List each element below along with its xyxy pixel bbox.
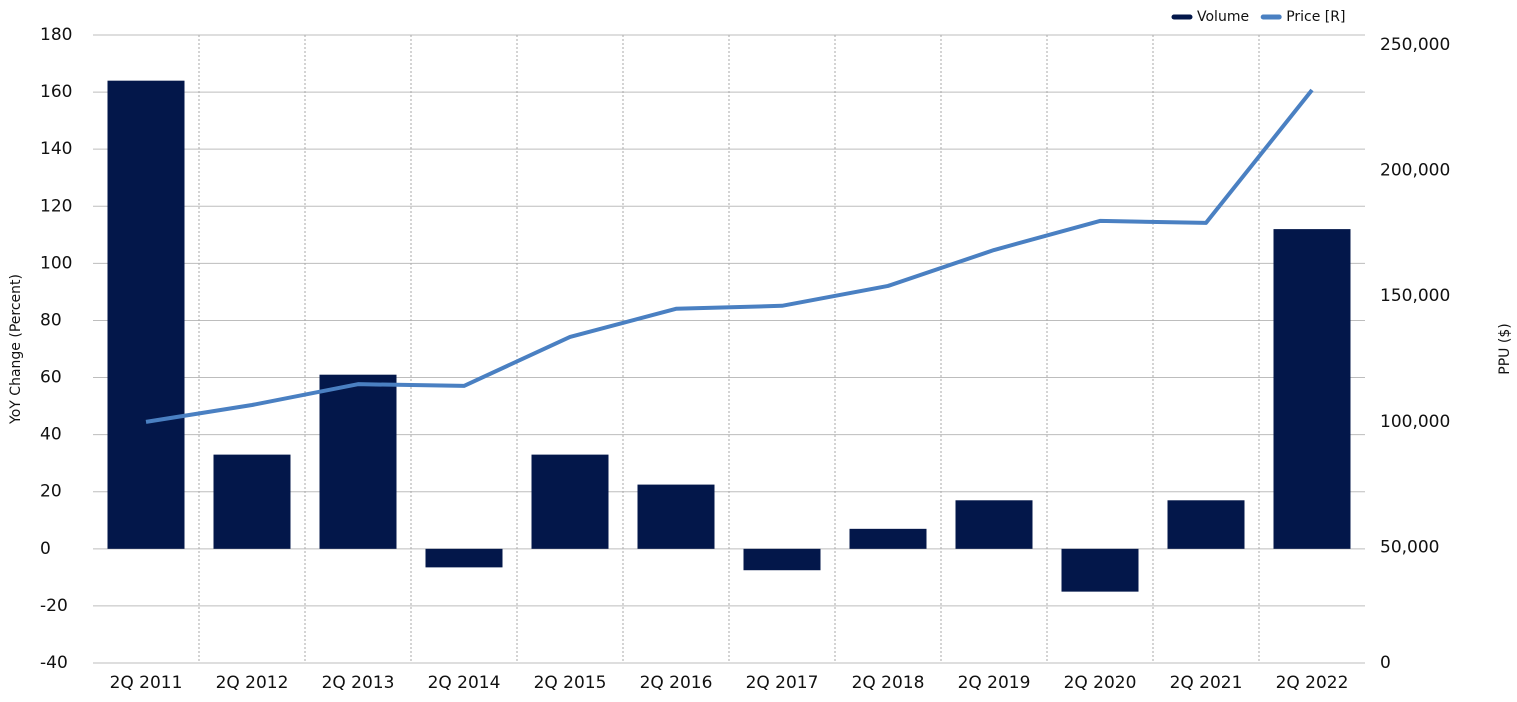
grid bbox=[93, 34, 1365, 664]
y2-tick-label: 250,000 bbox=[1380, 35, 1450, 55]
x-tick-label: 2Q 2020 bbox=[1064, 673, 1137, 693]
x-tick-label: 2Q 2015 bbox=[534, 673, 607, 693]
bar bbox=[319, 374, 397, 549]
y2-tick-label: 200,000 bbox=[1380, 161, 1450, 181]
x-tick-label: 2Q 2017 bbox=[746, 673, 819, 693]
y2-axis-label: PPU ($) bbox=[1497, 323, 1513, 374]
x-tick-label: 2Q 2021 bbox=[1170, 673, 1243, 693]
bar bbox=[213, 454, 291, 549]
x-tick-label: 2Q 2011 bbox=[110, 673, 183, 693]
x-tick-label: 2Q 2014 bbox=[428, 673, 501, 693]
y-tick-label: 0 bbox=[40, 539, 51, 559]
bar bbox=[531, 454, 609, 549]
x-tick-label: 2Q 2022 bbox=[1276, 673, 1349, 693]
legend-label: Price [R] bbox=[1286, 9, 1345, 25]
x-tick-label: 2Q 2016 bbox=[640, 673, 713, 693]
y-tick-label: 60 bbox=[40, 368, 62, 388]
x-tick-label: 2Q 2012 bbox=[216, 673, 289, 693]
bar bbox=[743, 548, 821, 571]
y-tick-label: 80 bbox=[40, 310, 62, 330]
y-tick-label: 100 bbox=[40, 253, 72, 273]
bar bbox=[425, 548, 503, 568]
y-tick-label: 120 bbox=[40, 196, 72, 216]
bar bbox=[1273, 229, 1351, 549]
y-tick-label: 160 bbox=[40, 82, 72, 102]
bar bbox=[637, 484, 715, 549]
y-tick-label: 140 bbox=[40, 139, 72, 159]
line bbox=[145, 88, 1314, 424]
y-tick-label: 180 bbox=[40, 25, 72, 45]
y-tick-label: -20 bbox=[40, 596, 68, 616]
y2-tick-label: 0 bbox=[1380, 653, 1391, 673]
y-tick-label: 40 bbox=[40, 425, 62, 445]
x-tick-label: 2Q 2013 bbox=[322, 673, 395, 693]
bar bbox=[107, 80, 185, 549]
y2-tick-label: 50,000 bbox=[1380, 537, 1439, 557]
bar bbox=[955, 500, 1033, 549]
bar bbox=[849, 528, 927, 549]
y-tick-label: 20 bbox=[40, 482, 62, 502]
y-tick-label: -40 bbox=[40, 653, 68, 673]
legend-label: Volume bbox=[1197, 9, 1249, 25]
legend: Volume Price [R] bbox=[1171, 9, 1345, 25]
bar bbox=[1061, 548, 1139, 592]
bar bbox=[1167, 500, 1245, 549]
y2-tick-label: 150,000 bbox=[1380, 286, 1450, 306]
x-tick-label: 2Q 2019 bbox=[958, 673, 1031, 693]
x-tick-label: 2Q 2018 bbox=[852, 673, 925, 693]
y-axis-label: YoY Change (Percent) bbox=[8, 274, 24, 425]
y2-tick-label: 100,000 bbox=[1380, 412, 1450, 432]
